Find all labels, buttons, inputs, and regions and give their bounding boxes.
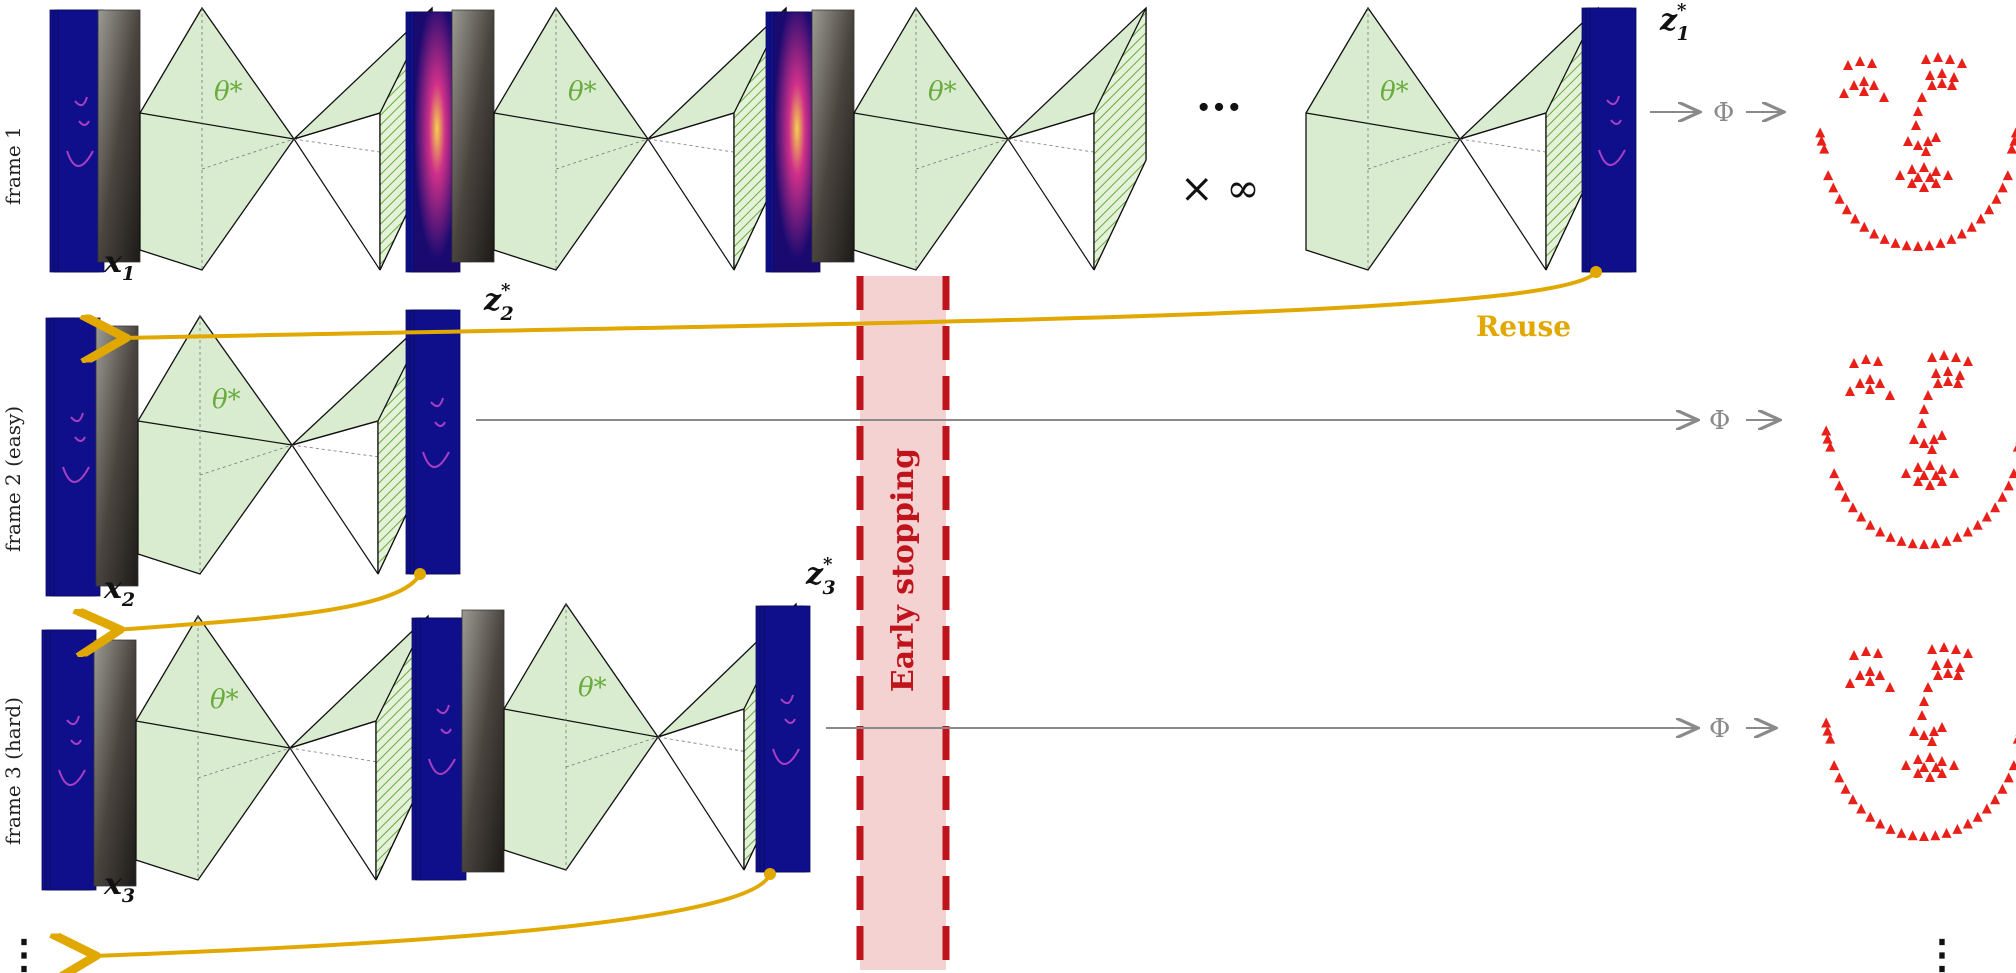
theta-label: θ* (578, 673, 607, 703)
frame3-network-block-1: θ* (135, 614, 429, 881)
frame2-input-feature (45, 317, 101, 597)
frame3-landmarks (1821, 642, 2016, 841)
frame1-network-block-final: θ* (1305, 6, 1599, 271)
repeat-dots: ··· (1196, 82, 1242, 133)
frame2-network-block: θ* (137, 314, 431, 575)
more-frames-dots-left: ⋮ (4, 931, 44, 973)
early-stopping-band: Early stopping (856, 276, 950, 970)
theta-label: θ* (214, 77, 243, 107)
z1-star-label: z* 1 (1659, 0, 1690, 45)
theta-label: θ* (1380, 77, 1409, 107)
frame1-network-block-2: θ* (493, 6, 787, 271)
phi-label-2: Φ (1709, 406, 1730, 436)
frame1-landmarks (1815, 52, 2016, 251)
reuse-arrow-frame1-to-frame2 (122, 270, 1598, 338)
theta-label: θ* (210, 685, 239, 715)
early-stopping-label: Early stopping (886, 448, 921, 692)
theta-label: θ* (212, 385, 241, 415)
theta-label: θ* (928, 77, 957, 107)
frame1-feature-map-1 (405, 11, 461, 273)
row-label-frame-3: frame 3 (hard) (1, 697, 25, 845)
more-frames-dots-right: ⋮ (1922, 931, 1962, 973)
frame1-input-feature (49, 9, 105, 273)
frame2-fixed-point (405, 309, 461, 575)
frame3-input-feature (41, 629, 97, 891)
reuse-label: Reuse (1476, 310, 1571, 343)
row-label-frame-2: frame 2 (easy) (1, 406, 25, 552)
frame3-feature-map (411, 617, 467, 881)
frame1-input-image (97, 9, 141, 263)
phi-label-3: Φ (1709, 714, 1730, 744)
reuse-origin-dot-3 (764, 868, 776, 880)
x3-label: x3 (103, 867, 135, 907)
frame3-fixed-point (755, 605, 811, 873)
frame1-network-block-1: θ* (139, 6, 433, 271)
theta-label: θ* (568, 77, 597, 107)
frame1-image-repeat-1 (451, 9, 495, 263)
frame1-fixed-point (1581, 7, 1637, 273)
phi-label-1: Φ (1713, 98, 1734, 128)
reuse-arrow-frame2-to-frame3 (116, 572, 422, 630)
frame3-input-image (93, 639, 137, 887)
reuse-origin-dot-2 (414, 568, 426, 580)
frame1-feature-map-2 (765, 11, 821, 273)
z2-star-label: z* 2 (483, 280, 514, 325)
frame1-network-block-3: θ* (853, 6, 1147, 271)
reuse-origin-dot-1 (1590, 266, 1602, 278)
frame2-landmarks (1821, 350, 2016, 549)
row-label-frame-1: frame 1 (1, 126, 25, 205)
frame1-image-repeat-2 (811, 9, 855, 263)
repeat-infinity: × ∞ (1180, 166, 1260, 212)
z3-star-label: z* 3 (805, 554, 836, 599)
x1-label: x1 (103, 245, 135, 285)
reuse-arrow-frame3-to-next (92, 873, 772, 956)
frame2-input-image (95, 325, 139, 587)
frame3-image-repeat (461, 609, 505, 873)
frame3-network-block-2: θ* (503, 602, 797, 871)
